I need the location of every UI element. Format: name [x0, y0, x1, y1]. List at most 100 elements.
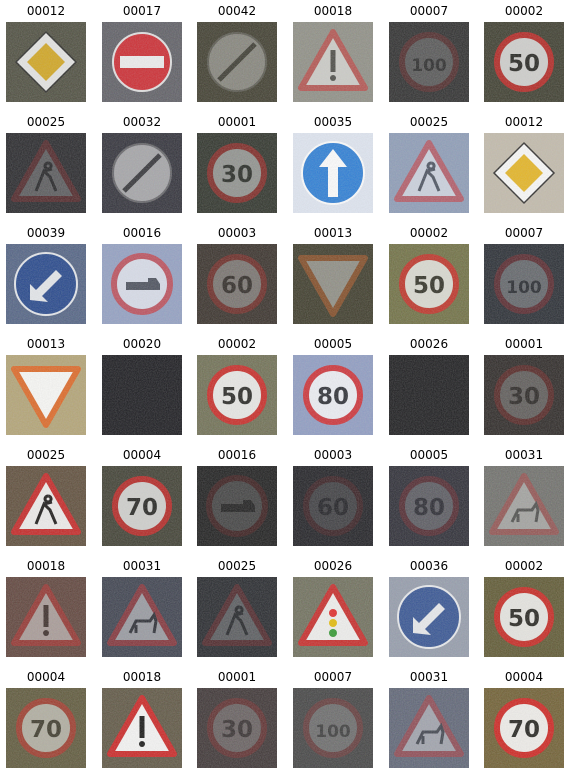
color-noise-overlay — [102, 688, 182, 768]
color-noise-overlay — [293, 244, 373, 324]
color-noise-overlay — [102, 133, 182, 213]
color-noise-overlay — [102, 244, 182, 324]
sign-thumbnail: 50 — [197, 355, 277, 435]
sign-thumbnail: 100 — [484, 244, 564, 324]
tile-label: 00020 — [122, 337, 162, 351]
image-tile: 00039 — [6, 222, 86, 324]
tile-label: 00036 — [409, 559, 449, 573]
tile-label: 00026 — [409, 337, 449, 351]
image-tile: 00005 80 — [389, 444, 469, 546]
tile-label: 00025 — [26, 115, 66, 129]
sign-thumbnail — [6, 244, 86, 324]
image-tile: 00001 30 — [197, 111, 277, 213]
image-tile: 00013 — [293, 222, 373, 324]
tile-label: 00032 — [122, 115, 162, 129]
sign-thumbnail: 30 — [484, 355, 564, 435]
sign-thumbnail — [102, 244, 182, 324]
color-noise-overlay — [197, 466, 277, 546]
color-noise-overlay — [6, 355, 86, 435]
image-tile: 00025 — [6, 444, 86, 546]
color-noise-overlay — [293, 466, 373, 546]
sign-thumbnail — [102, 22, 182, 102]
color-noise-overlay — [6, 688, 86, 768]
image-tile: 00018 — [293, 0, 373, 102]
color-noise-overlay — [484, 244, 564, 324]
sign-thumbnail: 60 — [293, 466, 373, 546]
tile-label: 00012 — [26, 4, 66, 18]
image-tile: 00017 — [102, 0, 182, 102]
image-tile: 00031 — [484, 444, 564, 546]
sign-thumbnail — [389, 133, 469, 213]
color-noise-overlay — [389, 244, 469, 324]
image-tile: 00042 — [197, 0, 277, 102]
sign-thumbnail: 50 — [484, 22, 564, 102]
color-noise-overlay — [102, 466, 182, 546]
color-noise-overlay — [389, 577, 469, 657]
color-noise-overlay — [197, 244, 277, 324]
image-tile: 00004 70 — [484, 666, 564, 768]
tile-label: 00016 — [122, 226, 162, 240]
sign-thumbnail — [102, 355, 182, 435]
image-tile: 00007 100 — [389, 0, 469, 102]
tile-label: 00004 — [26, 670, 66, 684]
sign-thumbnail — [389, 577, 469, 657]
tile-label: 00031 — [409, 670, 449, 684]
image-tile: 00018 — [102, 666, 182, 768]
color-noise-overlay — [293, 133, 373, 213]
image-tile: 00031 — [389, 666, 469, 768]
sign-thumbnail — [6, 355, 86, 435]
color-noise-overlay — [389, 22, 469, 102]
tile-label: 00003 — [217, 226, 257, 240]
image-tile: 00003 60 — [293, 444, 373, 546]
sign-thumbnail — [102, 133, 182, 213]
sign-thumbnail — [197, 22, 277, 102]
sign-thumbnail — [6, 466, 86, 546]
image-tile: 00031 — [102, 555, 182, 657]
color-noise-overlay — [6, 244, 86, 324]
sign-thumbnail: 70 — [102, 466, 182, 546]
sign-thumbnail — [293, 577, 373, 657]
tile-label: 00018 — [26, 559, 66, 573]
sign-thumbnail — [6, 22, 86, 102]
sign-thumbnail: 30 — [197, 133, 277, 213]
sign-thumbnail — [102, 577, 182, 657]
tile-label: 00016 — [217, 448, 257, 462]
tile-label: 00007 — [313, 670, 353, 684]
sign-thumbnail — [484, 466, 564, 546]
color-noise-overlay — [389, 133, 469, 213]
tile-label: 00001 — [217, 670, 257, 684]
sign-thumbnail: 50 — [484, 577, 564, 657]
tile-label: 00002 — [504, 559, 544, 573]
color-noise-overlay — [6, 133, 86, 213]
color-noise-overlay — [484, 355, 564, 435]
sign-thumbnail — [197, 577, 277, 657]
image-tile: 00026 — [389, 333, 469, 435]
color-noise-overlay — [484, 577, 564, 657]
sign-thumbnail: 80 — [293, 355, 373, 435]
color-noise-overlay — [293, 577, 373, 657]
image-tile: 00016 — [102, 222, 182, 324]
sign-thumbnail — [6, 133, 86, 213]
tile-label: 00026 — [313, 559, 353, 573]
tile-label: 00025 — [26, 448, 66, 462]
tile-label: 00002 — [409, 226, 449, 240]
tile-label: 00007 — [504, 226, 544, 240]
image-tile: 00025 — [389, 111, 469, 213]
tile-label: 00013 — [313, 226, 353, 240]
tile-label: 00001 — [504, 337, 544, 351]
sign-thumbnail: 70 — [484, 688, 564, 768]
color-noise-overlay — [197, 22, 277, 102]
color-noise-overlay — [102, 22, 182, 102]
tile-label: 00018 — [313, 4, 353, 18]
image-tile: 00020 — [102, 333, 182, 435]
tile-label: 00001 — [217, 115, 257, 129]
color-noise-overlay — [293, 688, 373, 768]
sign-thumbnail — [484, 133, 564, 213]
sign-thumbnail: 100 — [293, 688, 373, 768]
color-noise-overlay — [389, 355, 469, 435]
tile-label: 00039 — [26, 226, 66, 240]
sign-thumbnail — [389, 355, 469, 435]
tile-label: 00007 — [409, 4, 449, 18]
color-noise-overlay — [389, 688, 469, 768]
tile-label: 00003 — [313, 448, 353, 462]
